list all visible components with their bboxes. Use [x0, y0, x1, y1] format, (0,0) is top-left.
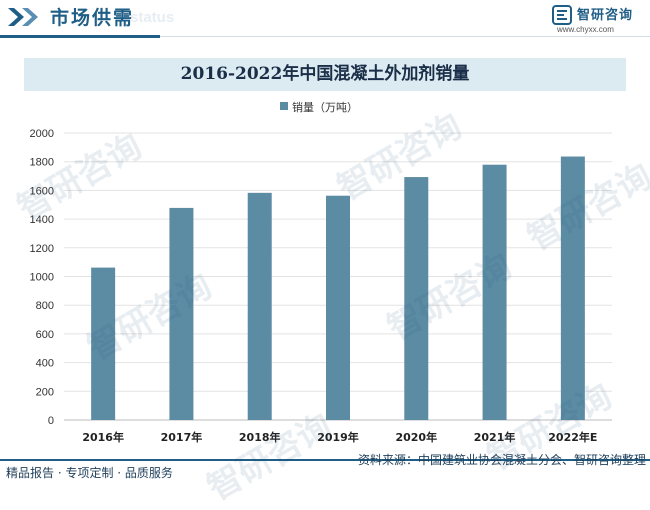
- bar: [169, 207, 194, 420]
- brand-logo-icon: [552, 5, 572, 25]
- x-tick-label: 2020年: [395, 430, 437, 444]
- double-chevron-icon: [8, 8, 38, 26]
- x-tick-label: 2018年: [239, 430, 281, 444]
- x-tick-label: 2021年: [474, 430, 516, 444]
- section-title-ghost: status: [130, 9, 175, 26]
- footer-divider: [0, 459, 650, 461]
- y-tick-label: 1600: [30, 185, 54, 197]
- y-tick-label: 2000: [30, 128, 54, 140]
- y-tick-label: 1000: [30, 272, 54, 284]
- y-tick-label: 600: [36, 329, 54, 341]
- header-divider: [0, 36, 650, 37]
- bar: [326, 195, 350, 420]
- brand-name: 智研咨询: [577, 8, 634, 23]
- y-tick-label: 1400: [30, 214, 54, 226]
- bar: [91, 267, 116, 420]
- y-tick-label: 400: [36, 358, 54, 370]
- bar: [247, 192, 272, 420]
- bar: [482, 164, 507, 420]
- y-tick-label: 800: [36, 300, 54, 312]
- chart-title: 2016-2022年中国混凝土外加剂销量: [180, 64, 470, 84]
- section-title: 市场供需: [50, 7, 135, 29]
- y-tick-label: 200: [36, 386, 54, 398]
- footer-tagline: 精品报告 · 专项定制 · 品质服务: [6, 466, 173, 480]
- x-tick-label: 2017年: [161, 430, 203, 444]
- header-accent-line: [0, 35, 160, 38]
- page-header: status 市场供需 智研咨询 www.chyxx.com: [0, 0, 650, 40]
- legend-label: 销量（万吨）: [292, 101, 358, 114]
- y-tick-label: 0: [48, 415, 54, 427]
- source-note: 资料来源：中国建筑业协会混凝土分会、智研咨询整理: [357, 453, 646, 467]
- legend-swatch: [280, 102, 288, 110]
- x-tick-label: 2019年: [317, 430, 359, 444]
- bar-chart: 0 200 400 600 800 1000 1200 1400 1600 1800 2000 201…: [30, 128, 612, 444]
- brand-url: www.chyxx.com: [557, 25, 614, 34]
- x-tick-label: 2022年E: [548, 430, 597, 444]
- x-tick-label: 2016年: [82, 430, 124, 444]
- bar: [404, 177, 429, 420]
- bar: [560, 156, 585, 420]
- y-tick-label: 1200: [30, 243, 54, 255]
- y-tick-label: 1800: [30, 157, 54, 169]
- chart-title-box: 2016-2022年中国混凝土外加剂销量: [24, 58, 626, 91]
